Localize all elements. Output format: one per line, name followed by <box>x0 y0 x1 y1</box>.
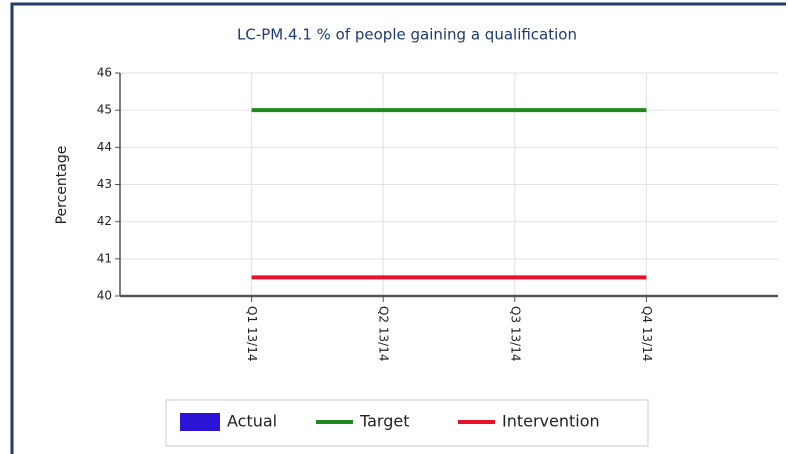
x-tick-label: Q1 13/14 <box>245 306 259 361</box>
frame <box>10 2 786 454</box>
y-tick-label: 43 <box>97 177 112 191</box>
y-tick-label: 46 <box>97 66 112 80</box>
legend-text: Actual <box>227 412 277 431</box>
y-tick-label: 45 <box>97 103 112 117</box>
legend-box <box>165 399 649 447</box>
x-tick-label: Q2 13/14 <box>377 306 391 361</box>
y-axis-label: Percentage <box>54 146 70 225</box>
y-tick-label: 44 <box>97 140 112 154</box>
x-tick-label: Q3 13/14 <box>508 306 522 361</box>
y-tick-label: 41 <box>97 251 112 265</box>
legend-text: Intervention <box>502 412 600 431</box>
legend-swatch <box>180 413 220 431</box>
legend-text: Target <box>359 412 410 431</box>
x-tick-label: Q4 13/14 <box>640 306 654 361</box>
chart-title: LC-PM.4.1 % of people gaining a qualific… <box>237 26 577 44</box>
y-tick-label: 42 <box>97 214 112 228</box>
y-tick-label: 40 <box>97 289 112 303</box>
